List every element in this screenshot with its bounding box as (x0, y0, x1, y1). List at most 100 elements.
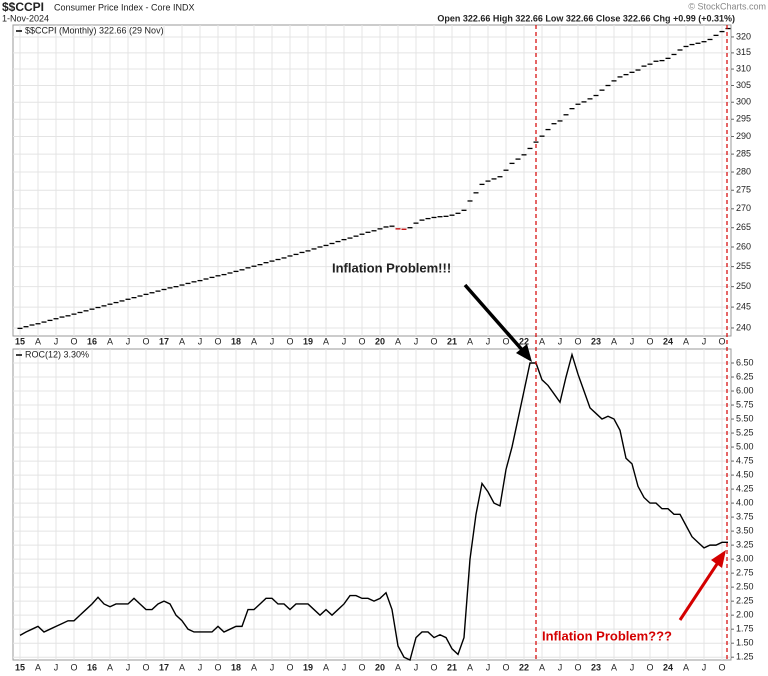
x-tick-label: O (286, 662, 293, 672)
x-tick-label: 20 (375, 336, 385, 346)
x-tick-label: O (718, 662, 725, 672)
y-tick-label: 250 (736, 281, 751, 291)
x-tick-label: 16 (87, 662, 97, 672)
arrow-head (711, 550, 726, 568)
x-tick-label: 16 (87, 336, 97, 346)
x-tick-label: 23 (591, 336, 601, 346)
x-tick-label: A (179, 336, 185, 346)
y-tick-label: 270 (736, 203, 751, 213)
x-tick-label: O (718, 336, 725, 346)
y-tick-label: 240 (736, 322, 751, 332)
x-tick-label: A (611, 336, 617, 346)
y-tick-label: 4.75 (736, 455, 754, 465)
x-tick-label: A (539, 662, 545, 672)
y-tick-label: 2.00 (736, 610, 754, 620)
x-tick-label: A (251, 336, 257, 346)
x-tick-label: O (358, 662, 365, 672)
arrow (463, 283, 526, 354)
x-tick-label: A (611, 662, 617, 672)
x-tick-label: J (126, 662, 131, 672)
y-tick-label: 280 (736, 166, 751, 176)
x-tick-label: 18 (231, 336, 241, 346)
x-tick-label: A (251, 662, 257, 672)
y-tick-label: 1.25 (736, 652, 754, 662)
y-tick-label: 245 (736, 301, 751, 311)
y-tick-label: 3.75 (736, 511, 754, 521)
x-tick-label: 22 (519, 336, 529, 346)
y-tick-label: 6.25 (736, 371, 754, 381)
x-tick-label: O (358, 336, 365, 346)
y-tick-label: 5.50 (736, 413, 754, 423)
x-tick-label: J (558, 662, 563, 672)
y-tick-label: 300 (736, 97, 751, 107)
roc-line (19, 352, 728, 661)
x-tick-label: 18 (231, 662, 241, 672)
y-tick-label: 1.75 (736, 624, 754, 634)
x-tick-label: J (270, 662, 275, 672)
x-tick-label: A (467, 336, 473, 346)
x-tick-label: 22 (519, 662, 529, 672)
y-tick-label: 320 (736, 31, 751, 41)
y-tick-label: 310 (736, 63, 751, 73)
x-tick-label: J (630, 336, 635, 346)
index-name: Consumer Price Index - Core INDX (54, 2, 195, 12)
symbol: $$CCPI (2, 0, 44, 14)
y-tick-label: 255 (736, 261, 751, 271)
x-tick-label: A (107, 662, 113, 672)
y-tick-label: 265 (736, 222, 751, 232)
x-tick-label: A (107, 336, 113, 346)
x-tick-label: A (35, 662, 41, 672)
x-tick-label: O (430, 336, 437, 346)
y-tick-label: 5.00 (736, 441, 754, 451)
x-tick-label: O (142, 336, 149, 346)
x-tick-label: O (502, 662, 509, 672)
x-tick-label: O (142, 662, 149, 672)
x-tick-label: A (323, 336, 329, 346)
y-tick-label: 1.50 (736, 638, 754, 648)
y-tick-label: 2.50 (736, 582, 754, 592)
x-tick-label: A (323, 662, 329, 672)
x-tick-label: J (486, 336, 491, 346)
x-tick-label: O (214, 662, 221, 672)
y-tick-label: 275 (736, 185, 751, 195)
x-tick-label: 17 (159, 662, 169, 672)
x-tick-label: 23 (591, 662, 601, 672)
x-tick-label: 24 (663, 662, 673, 672)
date: 1-Nov-2024 (2, 13, 49, 23)
x-tick-label: 20 (375, 662, 385, 672)
x-tick-label: O (70, 336, 77, 346)
annotation: Inflation Problem??? (542, 628, 672, 643)
y-tick-label: 6.00 (736, 385, 754, 395)
y-tick-label: 295 (736, 114, 751, 124)
x-tick-label: J (54, 336, 59, 346)
y-tick-label: 3.50 (736, 525, 754, 535)
price-panel: 240 245 250 255 260 265 270 275 280 285 290 295 300 3… (12, 24, 751, 346)
x-tick-label: O (286, 336, 293, 346)
x-tick-label: J (702, 336, 707, 346)
x-tick-label: J (198, 336, 203, 346)
y-tick-label: 260 (736, 241, 751, 251)
x-tick-label: A (683, 662, 689, 672)
x-tick-label: O (646, 662, 653, 672)
x-tick-label: J (342, 662, 347, 672)
copyright: © StockCharts.com (688, 1, 766, 11)
x-tick-label: J (54, 662, 59, 672)
x-tick-label: O (430, 662, 437, 672)
x-tick-label: A (395, 336, 401, 346)
x-tick-label: A (683, 336, 689, 346)
y-tick-label: 4.25 (736, 483, 754, 493)
x-tick-label: 19 (303, 662, 313, 672)
x-tick-label: A (179, 662, 185, 672)
x-tick-label: J (558, 336, 563, 346)
roc-panel: 1.25 1.50 1.75 2.00 2.25 2.50 2.75 3.00 3.25 3.50… (12, 348, 754, 672)
x-tick-label: O (574, 662, 581, 672)
y-tick-label: 2.75 (736, 568, 754, 578)
y-tick-label: 6.50 (736, 357, 754, 367)
x-tick-label: O (646, 336, 653, 346)
x-tick-label: 21 (447, 336, 457, 346)
y-tick-label: 315 (736, 47, 751, 57)
annotation: Inflation Problem!!! (332, 260, 451, 275)
x-tick-label: A (395, 662, 401, 672)
arrow (678, 560, 721, 621)
